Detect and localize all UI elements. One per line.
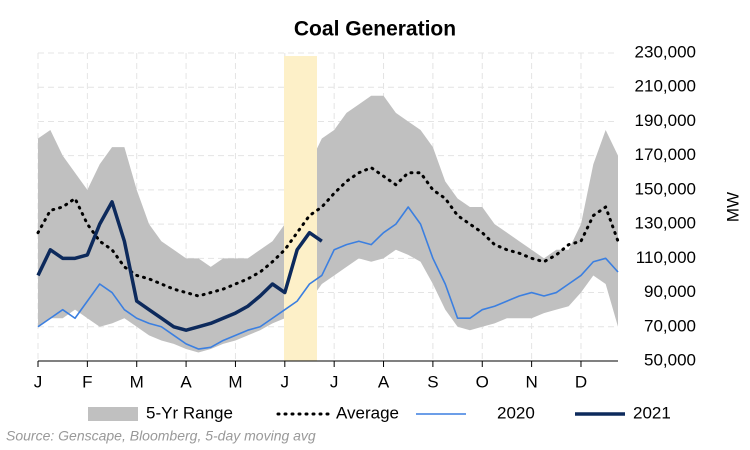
y-tick-label: 110,000 xyxy=(636,248,696,267)
x-tick-label: J xyxy=(281,372,290,391)
y-tick-label: 150,000 xyxy=(635,179,696,198)
y-tick-label: 70,000 xyxy=(644,316,696,335)
series-line xyxy=(36,200,323,332)
y-tick-label: 130,000 xyxy=(635,214,696,233)
series-line xyxy=(36,166,620,298)
x-tick-label: A xyxy=(180,372,192,391)
x-tick-label: M xyxy=(228,372,242,391)
range-area xyxy=(38,95,618,353)
y-tick-label: 230,000 xyxy=(635,42,696,61)
y-tick-label: 210,000 xyxy=(635,77,696,96)
y-tick-label: 190,000 xyxy=(635,111,696,130)
legend-label: 5-Yr Range xyxy=(146,403,233,422)
legend-label: Average xyxy=(336,403,399,422)
legend: 5-Yr Range Average 2020 2021 xyxy=(88,403,671,422)
chart-title: Coal Generation xyxy=(294,18,456,41)
x-tick-label: N xyxy=(525,372,537,391)
legend-label: 2020 xyxy=(497,403,535,422)
y-axis-label: MW xyxy=(723,192,742,222)
legend-swatch xyxy=(88,407,138,421)
x-tick-label: S xyxy=(427,372,438,391)
x-tick-label: A xyxy=(378,372,390,391)
source-note: Source: Genscape, Bloomberg, 5-day movin… xyxy=(6,428,316,444)
y-tick-label: 50,000 xyxy=(644,350,696,369)
x-tick-label: D xyxy=(575,372,587,391)
x-tick-label: O xyxy=(476,372,489,391)
y-tick-label: 90,000 xyxy=(644,282,696,301)
y-tick-label: 170,000 xyxy=(635,145,696,164)
x-tick-label: M xyxy=(130,372,144,391)
x-tick-label: J xyxy=(330,372,339,391)
highlight-band xyxy=(284,56,317,361)
x-tick-label: J xyxy=(34,372,43,391)
series-line xyxy=(37,206,619,350)
legend-label: 2021 xyxy=(633,403,671,422)
x-tick-label: F xyxy=(82,372,92,391)
